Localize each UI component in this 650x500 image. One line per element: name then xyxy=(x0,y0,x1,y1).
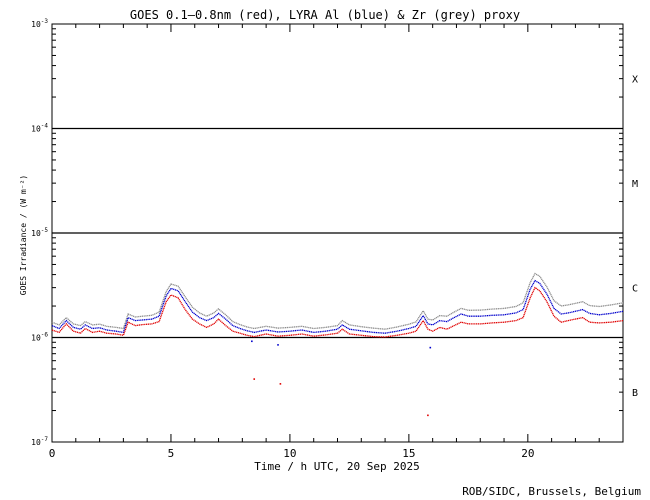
flare-class-label: X xyxy=(632,75,638,86)
y-tick-label: 10-4 xyxy=(31,123,48,134)
stray-point xyxy=(251,340,253,343)
x-axis-label: Time / h UTC, 20 Sep 2025 xyxy=(254,460,420,473)
y-tick-label: 10-6 xyxy=(31,332,48,343)
stray-points xyxy=(251,340,432,417)
series-line xyxy=(51,272,624,330)
x-tick-label: 15 xyxy=(402,447,415,460)
series-line xyxy=(51,279,624,334)
x-axis: 0 5 10 15 20 xyxy=(49,24,600,460)
credit-text: ROB/SIDC, Brussels, Belgium xyxy=(462,485,641,498)
flare-class-label: C xyxy=(632,284,638,295)
y-tick-label: 10-3 xyxy=(31,18,48,29)
stray-point xyxy=(429,346,432,349)
stray-point xyxy=(277,344,279,346)
flare-class-label: B xyxy=(632,388,638,399)
chart-title: GOES 0.1–0.8nm (red), LYRA Al (blue) & Z… xyxy=(130,8,520,22)
data-series xyxy=(51,272,624,338)
y-axis: 10-3 10-4 10-5 10-6 10-7 xyxy=(31,18,623,447)
series-line xyxy=(51,286,624,338)
flare-class-label: M xyxy=(632,179,638,190)
x-tick-label: 0 xyxy=(49,447,56,460)
y-tick-label: 10-7 xyxy=(31,436,48,447)
flare-class-labels: X M C B xyxy=(632,75,638,400)
stray-point xyxy=(427,414,429,417)
stray-point xyxy=(253,378,256,380)
flare-class-thresholds xyxy=(52,127,623,339)
x-tick-label: 10 xyxy=(283,447,296,460)
y-tick-label: 10-5 xyxy=(31,227,48,238)
x-tick-label: 20 xyxy=(521,447,534,460)
stray-point xyxy=(279,383,282,385)
y-axis-label: GOES Irradiance / (W m⁻²) xyxy=(19,175,28,295)
x-tick-label: 5 xyxy=(168,447,175,460)
